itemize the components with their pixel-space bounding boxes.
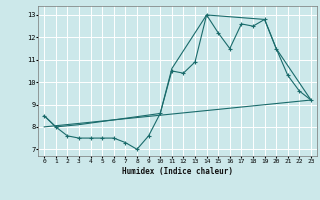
X-axis label: Humidex (Indice chaleur): Humidex (Indice chaleur) (122, 167, 233, 176)
